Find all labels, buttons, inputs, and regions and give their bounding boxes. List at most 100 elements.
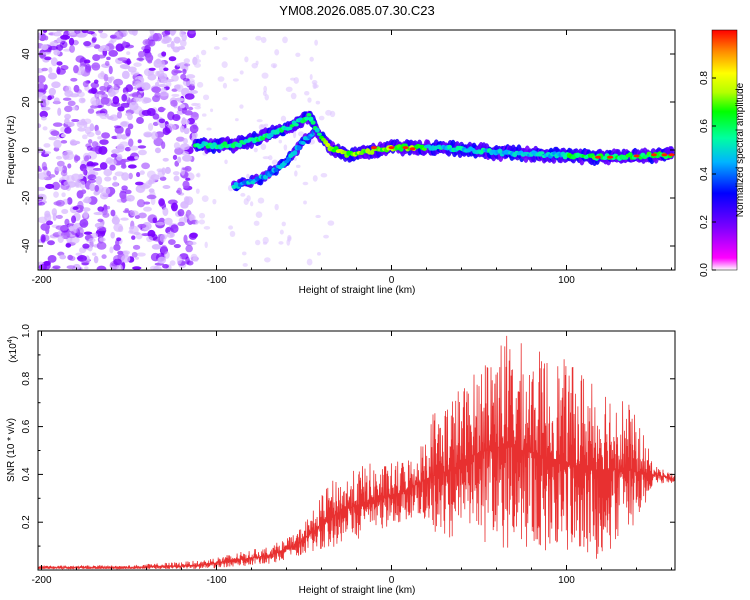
noise-blob — [65, 243, 72, 248]
noise-blob — [75, 181, 80, 187]
noise-blob — [136, 57, 145, 61]
noise-blob — [54, 166, 64, 172]
noise-blob — [107, 88, 116, 97]
noise-blob — [150, 174, 160, 181]
noise-blob — [306, 258, 313, 266]
trace-peak — [651, 153, 657, 157]
noise-blob — [64, 90, 74, 97]
branch-trace-core — [296, 145, 302, 151]
noise-blob — [55, 44, 64, 51]
noise-blob — [83, 59, 91, 64]
noise-blob — [94, 184, 100, 192]
noise-blob — [48, 87, 56, 96]
noise-blob — [50, 130, 60, 136]
noise-blob — [56, 68, 66, 75]
noise-blob — [113, 125, 122, 129]
noise-blob — [153, 137, 164, 147]
snr-y-tick-label: 0.6 — [21, 419, 32, 433]
noise-blob — [48, 136, 58, 141]
noise-blob — [292, 131, 297, 139]
noise-blob — [64, 218, 70, 226]
trace-peak — [409, 147, 416, 151]
noise-blob — [274, 203, 279, 211]
noise-blob — [246, 173, 250, 179]
noise-blob — [83, 118, 92, 125]
noise-blob — [47, 254, 57, 263]
noise-blob — [77, 200, 84, 210]
noise-blob — [93, 255, 99, 264]
noise-blob — [195, 59, 201, 63]
noise-blob — [183, 127, 190, 135]
noise-blob — [83, 231, 93, 235]
noise-blob — [121, 185, 128, 191]
noise-blob — [116, 153, 123, 161]
noise-blob — [290, 92, 297, 100]
noise-blob — [146, 179, 156, 185]
noise-blob — [142, 221, 152, 231]
noise-blob — [110, 153, 118, 158]
noise-blob — [127, 164, 137, 169]
noise-blob — [161, 167, 166, 175]
spectrogram-y-tick-label: -20 — [21, 190, 32, 205]
noise-blob — [97, 30, 104, 34]
noise-blob — [187, 106, 194, 111]
noise-blob — [93, 79, 99, 84]
branch-trace-core — [273, 168, 279, 173]
noise-blob — [43, 143, 51, 148]
noise-blob — [162, 184, 171, 189]
noise-blob — [96, 241, 107, 250]
noise-blob — [94, 124, 99, 132]
noise-blob — [141, 82, 151, 91]
noise-blob — [262, 90, 267, 96]
noise-blob — [213, 46, 220, 50]
noise-blob — [53, 191, 59, 198]
noise-blob — [78, 173, 84, 180]
noise-blob — [128, 93, 137, 97]
noise-blob — [297, 131, 305, 137]
noise-blob — [120, 194, 128, 203]
noise-blob — [132, 244, 141, 250]
noise-blob — [116, 237, 122, 242]
noise-blob — [143, 132, 152, 138]
noise-blob — [43, 35, 49, 41]
noise-blob — [128, 30, 136, 35]
noise-blob — [74, 30, 81, 34]
noise-blob — [73, 39, 79, 46]
noise-blob — [133, 97, 140, 102]
noise-blob — [116, 264, 123, 270]
noise-blob — [256, 119, 263, 123]
noise-blob — [137, 223, 147, 229]
colorbar-tick-label: 0.8 — [699, 71, 710, 85]
noise-blob — [113, 258, 122, 266]
noise-blob — [122, 40, 127, 48]
noise-blob — [239, 70, 244, 75]
noise-blob — [124, 146, 132, 152]
noise-blob — [56, 214, 63, 219]
spectrogram-x-label: Height of straight line (km) — [299, 285, 416, 296]
noise-blob — [258, 124, 264, 131]
noise-blob — [278, 241, 284, 245]
noise-blob — [126, 156, 136, 161]
noise-blob — [67, 121, 75, 127]
noise-blob — [100, 70, 105, 78]
noise-blob — [126, 51, 131, 55]
noise-blob — [198, 212, 206, 219]
main-trace-core — [497, 148, 503, 154]
noise-blob — [103, 81, 110, 89]
noise-blob — [139, 170, 145, 175]
noise-blob — [281, 221, 286, 227]
noise-blob — [198, 219, 206, 225]
noise-blob — [66, 197, 73, 205]
noise-blob — [136, 116, 144, 124]
noise-blob — [222, 37, 228, 41]
noise-blob — [101, 132, 111, 139]
noise-blob — [325, 109, 332, 116]
noise-blob — [113, 78, 124, 86]
noise-blob — [129, 210, 139, 217]
noise-blob — [169, 30, 176, 36]
colorbar-tick-label: 0.2 — [699, 215, 710, 229]
noise-blob — [240, 192, 246, 197]
noise-blob — [195, 173, 200, 177]
noise-blob — [84, 126, 92, 135]
noise-blob — [52, 122, 63, 127]
